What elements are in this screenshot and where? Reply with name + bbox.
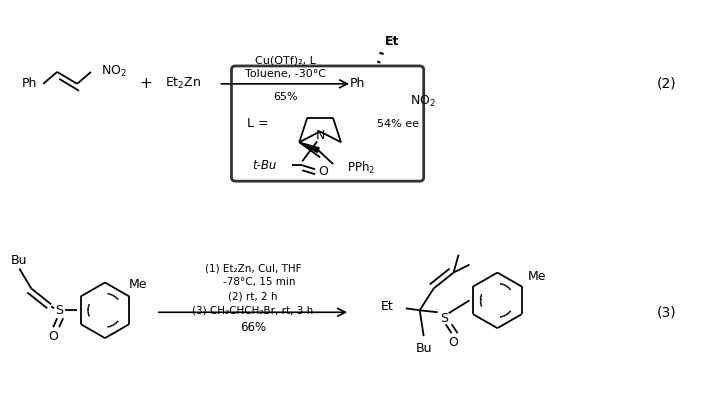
Text: t-Bu: t-Bu xyxy=(252,159,276,172)
Text: O: O xyxy=(318,165,328,178)
Text: S: S xyxy=(440,312,448,325)
Text: -78°C, 15 min: -78°C, 15 min xyxy=(210,278,296,287)
Text: +: + xyxy=(139,76,152,91)
Text: N: N xyxy=(315,129,325,142)
Text: NO$_2$: NO$_2$ xyxy=(101,64,127,79)
Text: (2): (2) xyxy=(657,77,676,91)
Text: 65%: 65% xyxy=(273,92,297,102)
Text: O: O xyxy=(449,336,458,349)
Text: PPh$_2$: PPh$_2$ xyxy=(347,160,375,176)
Text: Me: Me xyxy=(129,278,148,291)
Polygon shape xyxy=(299,142,319,152)
Text: Cu(OTf)₂, L: Cu(OTf)₂, L xyxy=(255,56,315,66)
Text: Bu: Bu xyxy=(416,342,432,354)
Text: 66%: 66% xyxy=(240,320,266,334)
FancyBboxPatch shape xyxy=(231,66,423,181)
Text: Et: Et xyxy=(381,300,394,313)
Text: Ph: Ph xyxy=(350,77,365,90)
Text: (3) CH₂CHCH₂Br, rt, 3 h: (3) CH₂CHCH₂Br, rt, 3 h xyxy=(192,305,313,315)
Text: 54% ee: 54% ee xyxy=(377,119,419,128)
Text: (3): (3) xyxy=(657,305,676,319)
Text: (2) rt, 2 h: (2) rt, 2 h xyxy=(228,292,278,301)
Text: NO$_2$: NO$_2$ xyxy=(410,94,436,109)
Text: Toluene, -30°C: Toluene, -30°C xyxy=(245,69,326,79)
Text: Et: Et xyxy=(385,35,399,47)
Text: O: O xyxy=(48,330,58,343)
Text: (1) Et₂Zn, CuI, THF: (1) Et₂Zn, CuI, THF xyxy=(205,263,301,273)
Text: Et$_2$Zn: Et$_2$Zn xyxy=(165,76,200,91)
Text: L =: L = xyxy=(247,117,268,130)
Text: Ph: Ph xyxy=(22,77,37,90)
Text: S: S xyxy=(55,304,63,317)
Text: Me: Me xyxy=(528,270,546,283)
Text: Bu: Bu xyxy=(11,254,27,267)
